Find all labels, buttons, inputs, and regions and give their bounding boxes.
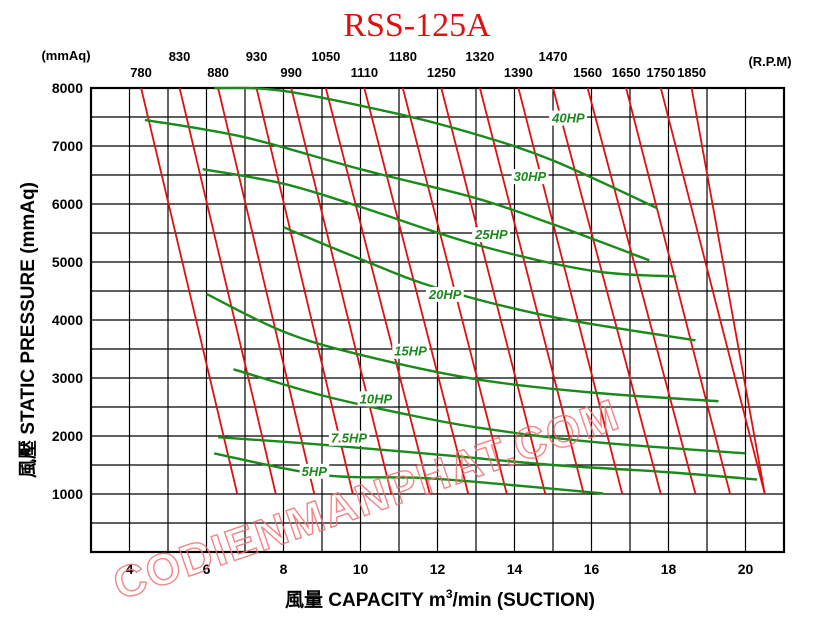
hp-label-30HP: 30HP — [514, 169, 547, 184]
x-tick-label: 20 — [738, 561, 754, 577]
hp-label-background — [549, 110, 587, 126]
rpm-line-930 — [255, 87, 354, 495]
top-right-unit-label: (R.P.M) — [748, 54, 791, 69]
rpm-line-1850 — [690, 87, 766, 495]
hp-label-background — [425, 286, 464, 302]
hp-label-background — [392, 343, 430, 359]
plot-frame — [89, 86, 786, 554]
x-tick-label: 12 — [430, 561, 446, 577]
grid — [89, 86, 786, 554]
x-tick-label: 10 — [353, 561, 369, 577]
hp-curve-40HP — [214, 86, 658, 210]
rpm-label-1180: 1180 — [389, 49, 417, 64]
hp-curve-30HP — [144, 118, 650, 262]
x-tick-label: 6 — [203, 561, 211, 577]
hp-curves: 5HP 7.5HP 10HP 15HP 20HP 25HP 30HP 40HP — [144, 86, 758, 495]
x-tick-label: 16 — [584, 561, 600, 577]
rpm-lines — [140, 87, 766, 495]
y-tick-label: 1000 — [52, 486, 83, 502]
hp-label-background — [299, 463, 330, 479]
y-axis-label: 風壓 STATIC PRESSURE (mmAq) — [17, 182, 39, 478]
rpm-line-1250 — [440, 87, 547, 495]
hp-curve-20HP — [283, 226, 696, 342]
y-tick-label: 5000 — [52, 254, 83, 270]
rpm-line-880 — [217, 87, 316, 495]
rpm-label-1470: 1470 — [539, 49, 568, 64]
x-axis-label-prefix: 風量 CAPACITY m — [285, 589, 446, 611]
rpm-label-1850: 1850 — [677, 65, 706, 80]
rpm-line-1750 — [659, 87, 766, 495]
hp-label-7.5HP: 7.5HP — [331, 431, 367, 446]
hp-label-background — [328, 430, 370, 446]
rpm-label-1750: 1750 — [646, 65, 675, 80]
rpm-line-1320 — [479, 87, 585, 495]
rpm-label-1110: 1110 — [351, 65, 379, 80]
rpm-line-1390 — [517, 87, 624, 495]
rpm-label-1390: 1390 — [504, 65, 533, 80]
x-axis-label: 風量 CAPACITY m3/min (SUCTION) — [285, 587, 595, 611]
hp-label-20HP: 20HP — [428, 287, 462, 302]
rpm-label-830: 830 — [169, 49, 191, 64]
rpm-label-780: 780 — [130, 65, 152, 80]
y-tick-label: 8000 — [52, 80, 83, 96]
rpm-label-1050: 1050 — [311, 49, 340, 64]
x-axis-label-superscript: 3 — [446, 587, 453, 601]
rpm-line-1560 — [586, 87, 697, 495]
rpm-line-1050 — [324, 87, 431, 495]
top-left-unit-label: (mmAq) — [41, 48, 90, 63]
hp-label-background — [472, 227, 510, 243]
hp-label-40HP: 40HP — [551, 111, 585, 126]
rpm-label-1560: 1560 — [573, 65, 602, 80]
rpm-line-830 — [178, 87, 277, 495]
chart-title: RSS-125A — [343, 7, 491, 44]
y-tick-label: 7000 — [52, 138, 83, 154]
rpm-line-1110 — [363, 87, 470, 495]
hp-label-background — [357, 391, 395, 407]
x-axis-label-suffix: /min (SUCTION) — [453, 590, 596, 611]
rpm-line-990 — [290, 87, 393, 495]
hp-label-10HP: 10HP — [360, 391, 393, 406]
hp-label-15HP: 15HP — [394, 344, 427, 359]
x-tick-label: 14 — [507, 561, 523, 577]
rpm-label-1320: 1320 — [465, 49, 494, 64]
y-tick-label: 4000 — [52, 312, 83, 328]
x-tick-label: 18 — [661, 561, 677, 577]
rpm-label-1650: 1650 — [612, 65, 641, 80]
rpm-line-780 — [140, 87, 239, 495]
y-tick-label: 3000 — [52, 370, 83, 386]
rpm-label-930: 930 — [246, 49, 268, 64]
hp-label-25HP: 25HP — [474, 227, 508, 242]
rpm-label-1250: 1250 — [427, 65, 456, 80]
hp-curve-5HP — [213, 452, 604, 495]
hp-label-5HP: 5HP — [302, 464, 328, 479]
rpm-line-1470 — [552, 87, 662, 495]
hp-label-background — [511, 169, 549, 185]
rpm-line-1650 — [625, 87, 731, 495]
y-tick-label: 6000 — [52, 196, 83, 212]
hp-curve-15HP — [205, 292, 719, 403]
y-tick-label: 2000 — [52, 428, 83, 444]
x-tick-label: 8 — [280, 561, 288, 577]
x-tick-label: 4 — [126, 561, 134, 577]
rpm-label-990: 990 — [280, 65, 302, 80]
rpm-label-880: 880 — [207, 65, 229, 80]
hp-curve-25HP — [202, 168, 677, 278]
tick-labels: 1000 2000 3000 4000 5000 6000 7000 8000 4 6 8 10 12 1… — [52, 49, 754, 577]
hp-curve-7.5HP — [218, 436, 758, 481]
hp-curve-10HP — [233, 368, 746, 455]
